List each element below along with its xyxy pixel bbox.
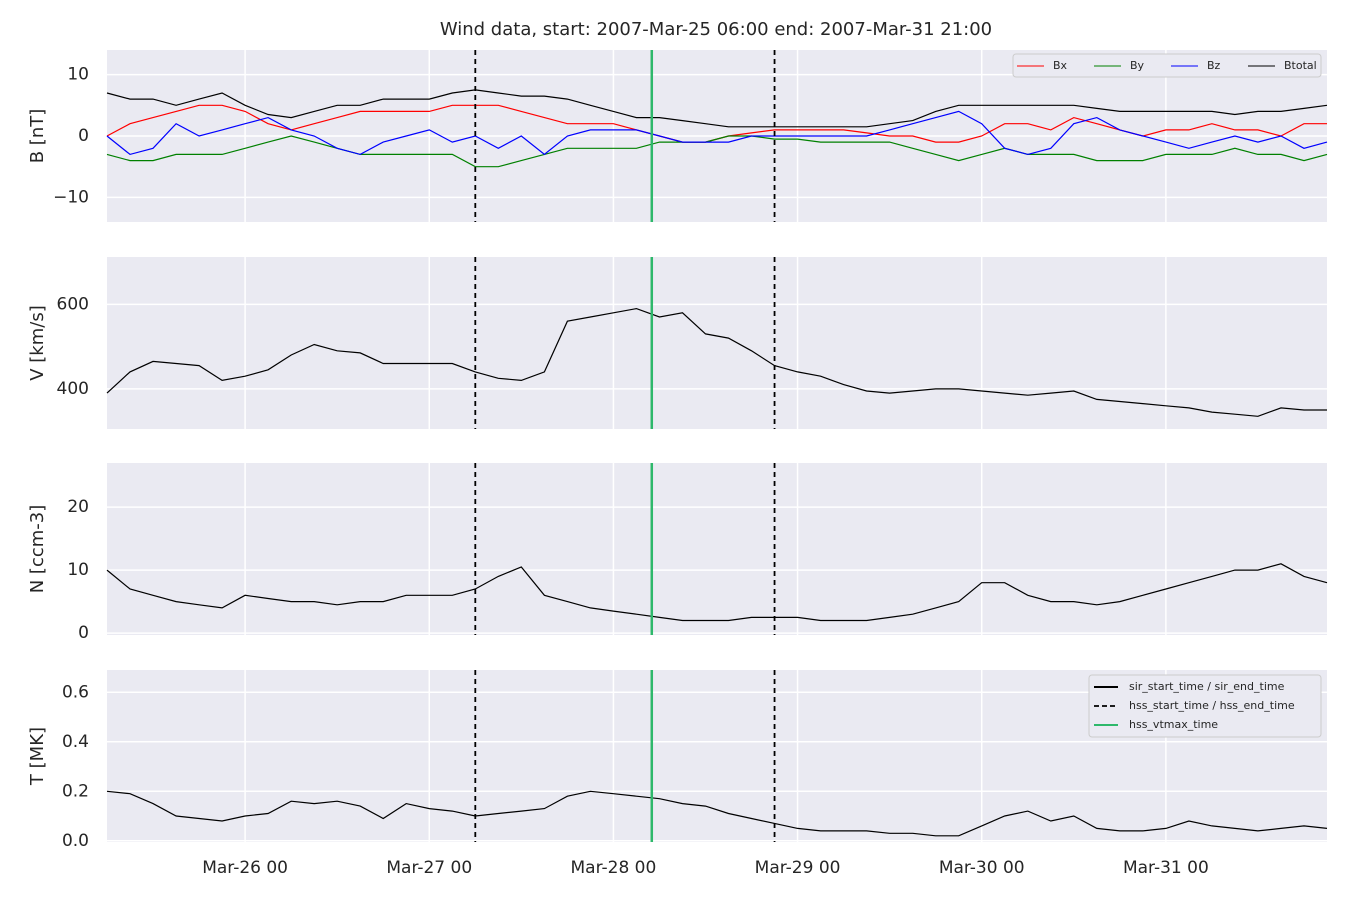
y-tick-label: 0.0 xyxy=(62,831,89,851)
y-tick-label: −10 xyxy=(53,187,89,207)
legend-label: By xyxy=(1130,59,1145,72)
x-tick-label: Mar-29 00 xyxy=(755,858,841,878)
y-tick-label: 400 xyxy=(57,379,89,399)
y-axis-label: V [km/s] xyxy=(27,305,48,380)
legend-box xyxy=(1088,674,1322,738)
y-tick-label: 0.6 xyxy=(62,682,89,702)
figure-title: Wind data, start: 2007-Mar-25 06:00 end:… xyxy=(440,19,992,40)
data-line xyxy=(106,563,1328,622)
y-tick-label: 0 xyxy=(78,126,89,146)
y-tick-label: 10 xyxy=(67,65,89,85)
x-tick-label: Mar-31 00 xyxy=(1123,858,1209,878)
plot-background xyxy=(107,257,1327,429)
legend-label: Bz xyxy=(1207,59,1221,72)
legend-label: Btotal xyxy=(1284,59,1317,72)
x-tick-label: Mar-26 00 xyxy=(202,858,288,878)
y-tick-label: 600 xyxy=(57,294,89,314)
data-line xyxy=(106,135,1328,168)
y-tick-label: 0.2 xyxy=(62,781,89,801)
plot-background xyxy=(107,463,1327,635)
x-tick-label: Mar-30 00 xyxy=(939,858,1025,878)
legend-label: Bx xyxy=(1053,59,1068,72)
y-axis-label: N [ccm-3] xyxy=(27,505,48,594)
x-tick-label: Mar-28 00 xyxy=(571,858,657,878)
y-axis-label: T [MK] xyxy=(27,727,48,786)
data-line xyxy=(106,307,1327,417)
legend-label: hss_vtmax_time xyxy=(1129,718,1218,731)
y-tick-label: 0 xyxy=(78,623,89,643)
y-tick-label: 20 xyxy=(67,497,89,517)
data-line xyxy=(106,110,1328,156)
x-tick-label: Mar-27 00 xyxy=(386,858,472,878)
y-axis-label: B [nT] xyxy=(27,109,48,164)
legend-box xyxy=(1012,53,1322,78)
y-tick-label: 0.4 xyxy=(62,732,89,752)
legend-label: sir_start_time / sir_end_time xyxy=(1129,680,1285,693)
legend-label: hss_start_time / hss_end_time xyxy=(1129,699,1295,712)
data-line xyxy=(106,89,1328,128)
data-line xyxy=(106,790,1328,837)
y-tick-label: 10 xyxy=(67,560,89,580)
